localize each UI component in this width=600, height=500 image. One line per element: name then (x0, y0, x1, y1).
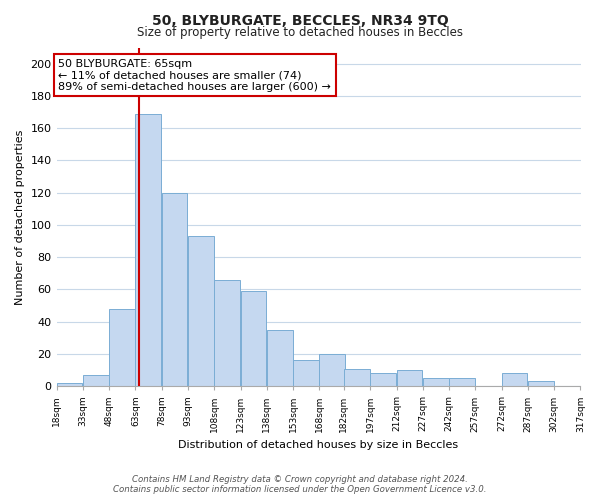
Text: Size of property relative to detached houses in Beccles: Size of property relative to detached ho… (137, 26, 463, 39)
Bar (293, 360, 319, 386)
Bar (188, 236, 214, 386)
Bar (502, 374, 527, 386)
Text: 50, BLYBURGATE, BECCLES, NR34 9TQ: 50, BLYBURGATE, BECCLES, NR34 9TQ (152, 14, 448, 28)
Bar (423, 378, 449, 386)
Bar (319, 354, 345, 386)
Bar (397, 370, 422, 386)
Bar (528, 382, 554, 386)
Bar (161, 192, 187, 386)
Bar (370, 374, 396, 386)
Bar (136, 114, 161, 386)
Bar (241, 291, 266, 386)
Bar (344, 368, 370, 386)
Bar (83, 375, 109, 386)
Bar (214, 280, 240, 386)
Bar (267, 330, 293, 386)
Text: Contains HM Land Registry data © Crown copyright and database right 2024.
Contai: Contains HM Land Registry data © Crown c… (113, 474, 487, 494)
Bar (449, 378, 475, 386)
Bar (109, 309, 135, 386)
Y-axis label: Number of detached properties: Number of detached properties (15, 129, 25, 304)
Bar (56, 383, 82, 386)
Text: 50 BLYBURGATE: 65sqm
← 11% of detached houses are smaller (74)
89% of semi-detac: 50 BLYBURGATE: 65sqm ← 11% of detached h… (58, 59, 331, 92)
X-axis label: Distribution of detached houses by size in Beccles: Distribution of detached houses by size … (178, 440, 458, 450)
